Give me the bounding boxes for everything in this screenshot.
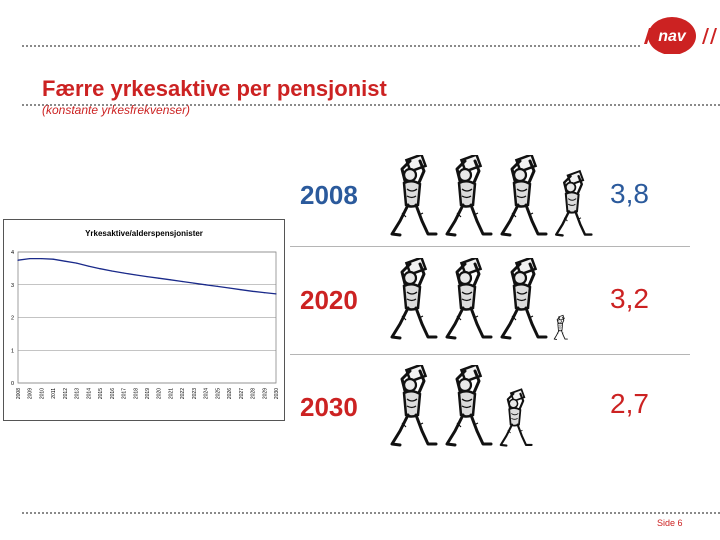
row-2020-ratio: 3,2 bbox=[610, 283, 649, 314]
row-2030-figures bbox=[390, 365, 533, 447]
data-point bbox=[40, 257, 43, 260]
x-tick-label: 2010 bbox=[39, 388, 45, 399]
y-tick-label: 3 bbox=[11, 283, 14, 289]
data-point bbox=[146, 275, 148, 278]
logo-text: nav bbox=[658, 28, 687, 45]
x-tick-label: 2017 bbox=[122, 388, 128, 399]
x-tick-label: 2027 bbox=[239, 388, 245, 399]
x-tick-label: 2020 bbox=[157, 388, 163, 399]
x-tick-label: 2012 bbox=[63, 388, 69, 399]
data-point bbox=[87, 265, 89, 267]
y-tick-label: 0 bbox=[11, 381, 14, 387]
row-separator bbox=[290, 246, 690, 247]
worker-carrying-figure-icon bbox=[390, 365, 438, 447]
row-2030-ratio: 2,7 bbox=[610, 388, 649, 419]
x-tick-label: 2018 bbox=[133, 388, 139, 399]
worker-carrying-figure-icon bbox=[390, 155, 438, 237]
x-tick-label: 2029 bbox=[262, 388, 268, 399]
nav-logo-icon: nav bbox=[640, 14, 720, 54]
data-point bbox=[216, 285, 218, 287]
row-2008-ratio: 3,8 bbox=[610, 178, 649, 209]
top-dotted-divider bbox=[22, 45, 720, 47]
x-tick-label: 2025 bbox=[215, 388, 221, 399]
line-chart-svg: Yrkesaktive/alderspensjonister 0 1 2 3 4 200… bbox=[11, 229, 280, 399]
data-point bbox=[111, 270, 113, 272]
chart-points bbox=[17, 257, 277, 295]
data-point bbox=[263, 292, 265, 294]
line-chart: Yrkesaktive/alderspensjonister 0 1 2 3 4 200… bbox=[3, 219, 285, 421]
row-2030-year: 2030 bbox=[300, 392, 358, 422]
data-point bbox=[29, 257, 31, 260]
worker-carrying-figure-icon bbox=[500, 258, 548, 340]
data-point bbox=[240, 289, 242, 291]
x-tick-label: 2008 bbox=[16, 388, 22, 399]
x-tick-label: 2022 bbox=[180, 388, 186, 399]
chart-x-ticks: 2008 2009 2010 2011 2012 2013 2014 2015 2016 2017… bbox=[16, 388, 280, 399]
x-tick-label: 2021 bbox=[168, 388, 174, 399]
worker-carrying-figure-icon bbox=[445, 365, 493, 447]
data-point bbox=[99, 268, 101, 270]
data-point bbox=[64, 260, 66, 262]
worker-carrying-figure-icon bbox=[445, 258, 493, 340]
data-point bbox=[205, 284, 207, 286]
data-point bbox=[275, 293, 277, 295]
worker-carrying-figure-icon bbox=[500, 155, 548, 237]
data-point bbox=[251, 290, 254, 292]
row-2020-year: 2020 bbox=[300, 285, 358, 315]
data-point bbox=[134, 274, 136, 276]
x-tick-label: 2030 bbox=[274, 388, 280, 399]
x-tick-label: 2028 bbox=[251, 388, 257, 399]
y-tick-label: 1 bbox=[11, 348, 14, 354]
data-point bbox=[17, 259, 19, 261]
worker-carrying-figure-icon bbox=[499, 388, 533, 447]
y-tick-label: 4 bbox=[11, 250, 14, 256]
data-point bbox=[193, 282, 195, 284]
x-tick-label: 2014 bbox=[86, 388, 92, 399]
x-tick-label: 2013 bbox=[75, 388, 81, 399]
chart-y-ticks: 0 1 2 3 4 bbox=[11, 250, 14, 387]
row-2020-figures bbox=[390, 258, 568, 340]
x-tick-label: 2016 bbox=[110, 388, 116, 399]
slide-subtitle: (konstante yrkesfrekvenser) bbox=[42, 103, 191, 117]
x-tick-label: 2009 bbox=[28, 388, 34, 399]
data-point bbox=[228, 287, 230, 289]
footer-dotted-divider bbox=[22, 512, 720, 514]
row-separator bbox=[290, 354, 690, 355]
x-tick-label: 2023 bbox=[192, 388, 198, 399]
data-point bbox=[158, 277, 160, 279]
slide-title: Færre yrkesaktive per pensjonist bbox=[42, 76, 387, 101]
chart-title: Yrkesaktive/alderspensjonister bbox=[85, 229, 203, 238]
x-tick-label: 2026 bbox=[227, 388, 233, 399]
data-point bbox=[76, 262, 78, 264]
title-dotted-divider bbox=[22, 104, 720, 106]
y-tick-label: 2 bbox=[11, 316, 14, 322]
worker-carrying-figure-icon bbox=[555, 169, 593, 237]
row-2008-figures bbox=[390, 155, 593, 237]
data-point bbox=[181, 280, 183, 283]
row-2008-year: 2008 bbox=[300, 180, 358, 210]
worker-carrying-figure-icon bbox=[390, 258, 438, 340]
x-tick-label: 2019 bbox=[145, 388, 151, 399]
data-point bbox=[52, 258, 54, 260]
worker-carrying-figure-icon bbox=[445, 155, 493, 237]
x-tick-label: 2015 bbox=[98, 388, 104, 399]
x-tick-label: 2011 bbox=[51, 388, 57, 399]
worker-carrying-figure-icon bbox=[553, 314, 568, 340]
page-number: Side 6 bbox=[657, 518, 683, 528]
data-point bbox=[122, 272, 125, 274]
chart-grid bbox=[17, 251, 277, 384]
data-point bbox=[169, 279, 172, 281]
x-tick-label: 2024 bbox=[204, 388, 210, 399]
